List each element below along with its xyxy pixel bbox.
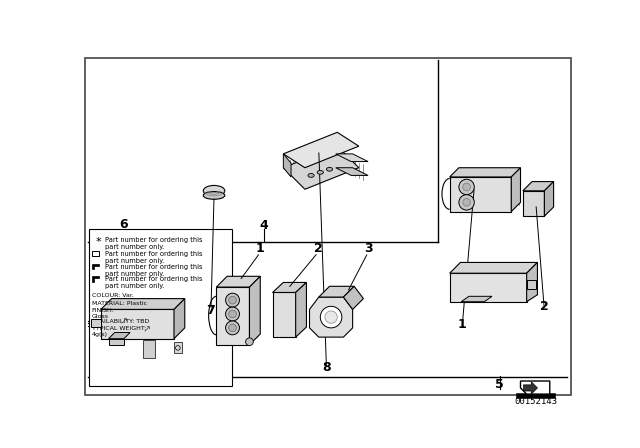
Text: 00152143: 00152143 [515,397,557,406]
Polygon shape [450,273,527,302]
Circle shape [246,338,253,345]
Text: 1: 1 [256,242,264,255]
Text: Part number for ordering this
part number only.: Part number for ordering this part numbe… [105,276,202,289]
Text: 2: 2 [540,300,548,313]
Polygon shape [143,340,155,358]
Text: 2: 2 [314,242,323,255]
Polygon shape [527,263,538,302]
Polygon shape [109,339,124,345]
Polygon shape [319,286,354,297]
Polygon shape [310,297,353,337]
Text: ↗: ↗ [120,317,128,327]
Text: 4: 4 [260,219,268,232]
Text: 3: 3 [364,242,372,255]
Circle shape [320,306,342,328]
Polygon shape [284,146,359,189]
Text: TYPICAL WEIGHT:
4g(s): TYPICAL WEIGHT: 4g(s) [92,326,146,337]
Text: FINISH:
Gloss: FINISH: Gloss [92,308,115,319]
Polygon shape [174,299,185,339]
Circle shape [463,198,470,206]
Polygon shape [450,177,511,211]
Polygon shape [284,132,359,168]
Polygon shape [545,181,554,216]
Polygon shape [524,382,538,394]
Polygon shape [450,263,538,273]
Text: Part number for ordering this
part number only.: Part number for ordering this part numbe… [105,251,202,264]
Text: ↗: ↗ [143,324,151,334]
Polygon shape [174,342,182,353]
Polygon shape [523,181,554,191]
Text: AVAILABILITY: TBD: AVAILABILITY: TBD [92,319,149,324]
Text: 6: 6 [120,218,128,231]
Circle shape [225,293,239,307]
Text: COLOUR: Var.: COLOUR: Var. [92,293,134,298]
Circle shape [325,311,337,323]
Polygon shape [273,282,307,293]
Bar [90,229,232,386]
Polygon shape [92,276,99,282]
Polygon shape [450,168,520,177]
Polygon shape [336,154,368,162]
Polygon shape [284,154,291,177]
Polygon shape [527,280,536,289]
Circle shape [228,310,236,318]
Circle shape [228,296,236,304]
Text: Part number for ordering this
part number only.: Part number for ordering this part numbe… [105,264,202,277]
Polygon shape [336,168,368,176]
Polygon shape [92,264,99,269]
Circle shape [228,324,236,332]
Text: Part number for ordering this
part number only.: Part number for ordering this part numbe… [105,237,202,250]
Polygon shape [250,276,260,345]
Polygon shape [523,191,545,216]
Text: MATERIAL: Plastic: MATERIAL: Plastic [92,301,147,306]
Polygon shape [91,319,101,327]
Ellipse shape [204,192,225,199]
Polygon shape [273,293,296,337]
Text: *: * [95,237,101,247]
Circle shape [225,307,239,321]
Text: 5: 5 [495,379,504,392]
Polygon shape [101,299,185,310]
Ellipse shape [308,173,314,177]
Polygon shape [296,282,307,337]
Ellipse shape [204,185,225,196]
Bar [92,251,99,256]
Polygon shape [216,276,260,287]
Text: 7: 7 [207,304,215,317]
Circle shape [459,179,474,195]
Text: 1: 1 [458,318,467,332]
Text: 8: 8 [322,362,331,375]
Polygon shape [511,168,520,211]
Circle shape [459,195,474,210]
Circle shape [225,321,239,335]
Polygon shape [109,332,130,339]
Circle shape [463,183,470,191]
Ellipse shape [326,168,333,171]
Polygon shape [216,287,250,345]
Polygon shape [344,286,364,310]
Polygon shape [101,310,174,339]
Ellipse shape [317,170,323,174]
Polygon shape [461,296,492,302]
Polygon shape [520,381,550,394]
